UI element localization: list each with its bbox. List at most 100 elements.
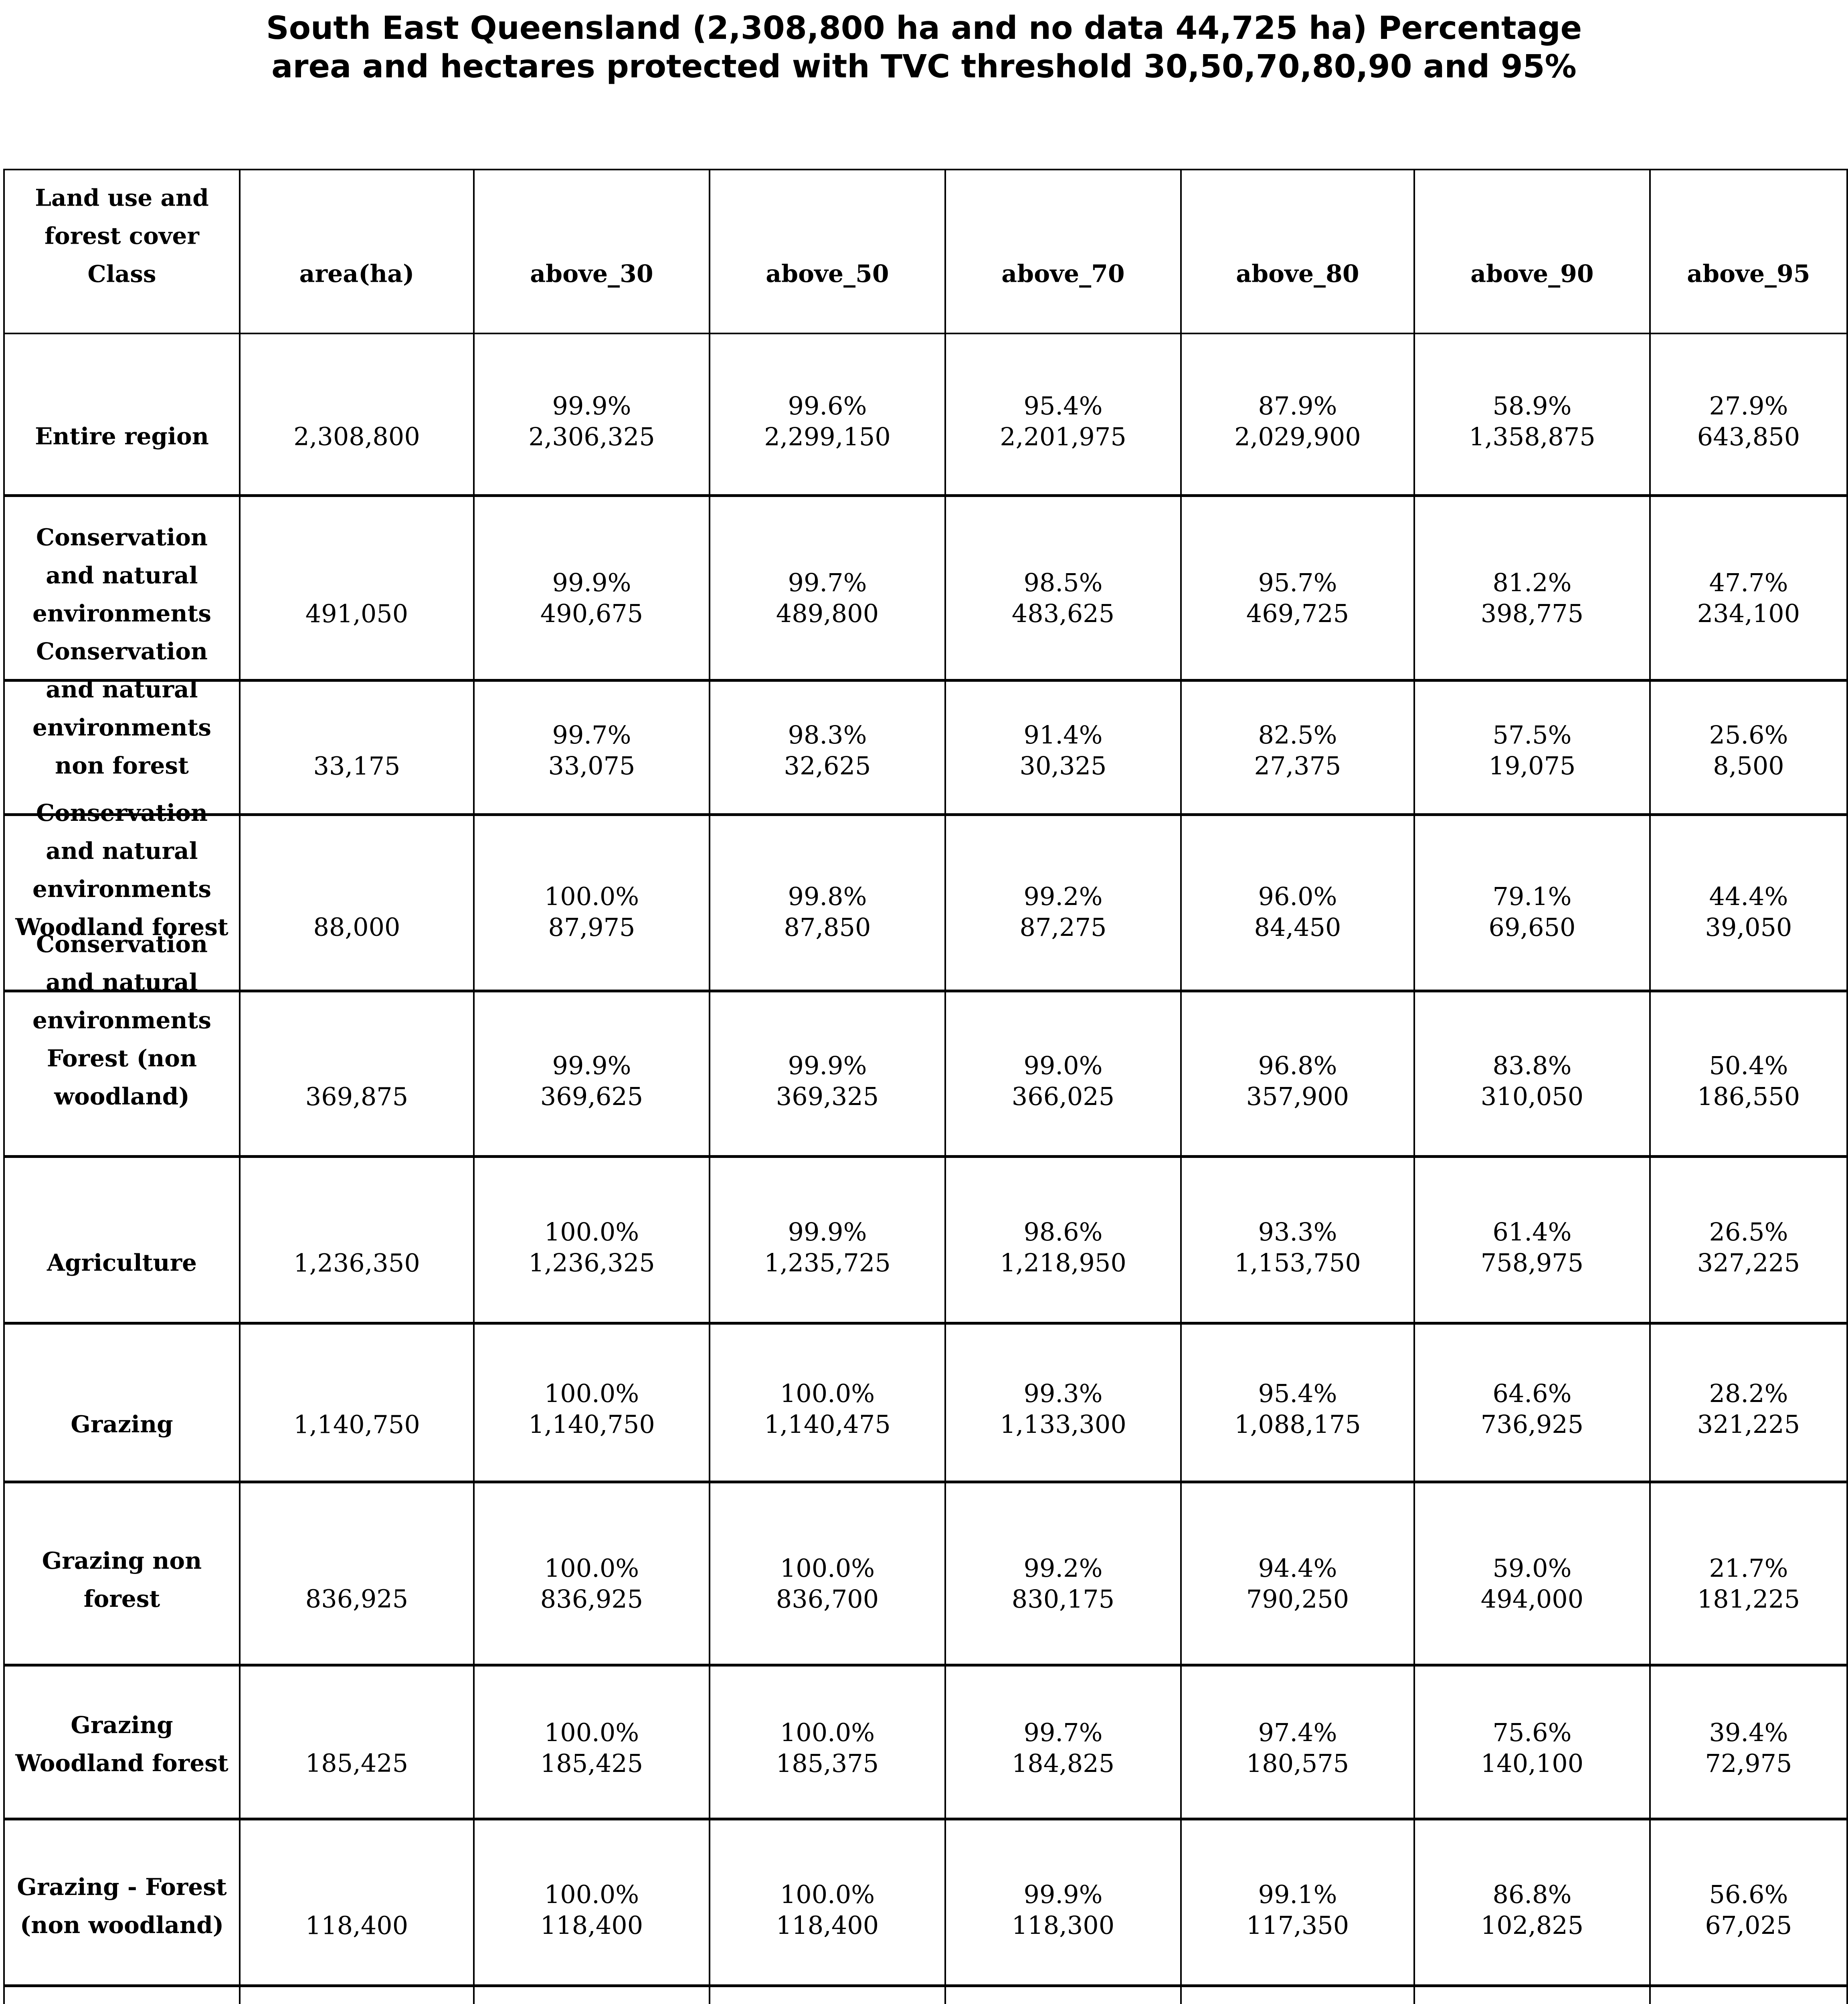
hectares-value: 483,625	[1011, 599, 1115, 628]
hectares-value: 186,550	[1697, 1082, 1800, 1111]
percent-value: 81.2%	[1492, 568, 1572, 598]
threshold-cell: 44.4% 39,050	[1649, 816, 1846, 990]
threshold-values: 99.7% 489,800	[715, 567, 940, 629]
row-label-cell: Grazing - Forest (non woodland)	[5, 1820, 239, 1984]
threshold-values: 98.5% 483,625	[951, 567, 1176, 629]
threshold-values: 99.9% 118,300	[951, 1879, 1176, 1941]
threshold-values: 44.4% 39,050	[1655, 881, 1842, 943]
threshold-cell: 100.0% 185,375	[709, 1667, 944, 1818]
threshold-values: 100.0% 836,925	[479, 1553, 704, 1614]
threshold-values: 99.7% 33,075	[479, 719, 704, 781]
hectares-value: 1,358,875	[1469, 422, 1595, 451]
hectares-value: 118,400	[776, 1911, 879, 1940]
hectares-value: 490,675	[540, 599, 643, 628]
area-cell: 836,925	[239, 1483, 473, 1664]
header-cell: above_95	[1649, 170, 1846, 333]
threshold-cell: 99.7% 33,075	[473, 682, 709, 813]
threshold-cell: 79.1% 69,650	[1413, 816, 1649, 990]
row-label-cell: Conservation and natural environments Fo…	[5, 930, 239, 1155]
header-text: above_80	[1236, 260, 1359, 288]
threshold-values: 99.2% 830,175	[951, 1553, 1176, 1614]
area-cell: 69,550	[239, 1987, 473, 2004]
percent-value: 99.9%	[788, 1051, 867, 1081]
threshold-values: 56.6% 67,025	[1655, 1879, 1842, 1941]
percent-value: 59.0%	[1492, 1553, 1572, 1583]
percent-value: 25.6%	[1709, 720, 1788, 750]
hectares-value: 494,000	[1480, 1584, 1584, 1614]
area-value: 118,400	[305, 1911, 408, 1940]
area-cell: 369,875	[239, 992, 473, 1155]
threshold-cell: 100.0% 118,400	[709, 1820, 944, 1984]
hectares-value: 830,175	[1011, 1584, 1115, 1614]
table-row: Grazing - Forest (non woodland) 118,400 10…	[5, 1818, 1846, 1984]
row-label-cell: Agriculture	[5, 1158, 239, 1322]
hectares-value: 1,140,750	[528, 1410, 655, 1439]
hectares-value: 369,625	[540, 1082, 643, 1111]
area-cell: 118,400	[239, 1820, 473, 1984]
percent-value: 97.4%	[1258, 1717, 1337, 1747]
hectares-value: 117,350	[1246, 1911, 1349, 1940]
percent-value: 28.2%	[1709, 1379, 1788, 1408]
threshold-values: 50.4% 186,550	[1655, 1050, 1842, 1112]
hectares-value: 39,050	[1705, 912, 1792, 942]
header-text: above_50	[766, 260, 889, 288]
threshold-cell: 81.2% 398,775	[1413, 497, 1649, 679]
area-value: 88,000	[313, 912, 400, 942]
threshold-values: 57.5% 19,075	[1420, 719, 1645, 781]
row-label-cell: Grazing non forest	[5, 1483, 239, 1664]
threshold-values: 82.5% 27,375	[1187, 719, 1409, 781]
percent-value: 56.6%	[1709, 1880, 1788, 1909]
row-label: Entire region	[35, 422, 209, 450]
header-cell: above_30	[473, 170, 709, 333]
threshold-values: 99.6% 2,299,150	[715, 390, 940, 452]
percent-value: 99.7%	[552, 720, 631, 750]
threshold-values: 26.5% 327,225	[1655, 1216, 1842, 1278]
hectares-value: 1,236,325	[528, 1248, 655, 1278]
threshold-cell: 25.6% 8,500	[1649, 682, 1846, 813]
threshold-cell: 98.6% 1,218,950	[944, 1158, 1180, 1322]
threshold-values: 97.4% 180,575	[1187, 1717, 1409, 1779]
threshold-values: 79.1% 69,650	[1420, 881, 1645, 943]
threshold-values: 94.4% 790,250	[1187, 1553, 1409, 1614]
percent-value: 39.4%	[1709, 1717, 1788, 1747]
threshold-values: 47.7% 234,100	[1655, 567, 1842, 629]
area-value: 2,308,800	[293, 422, 420, 451]
threshold-values: 100.0% 1,236,325	[479, 1216, 704, 1278]
hectares-value: 1,140,475	[764, 1410, 891, 1439]
hectares-value: 87,975	[548, 912, 635, 942]
hectares-value: 321,225	[1697, 1410, 1800, 1439]
percent-value: 57.5%	[1492, 720, 1572, 750]
threshold-cell: 26.5% 327,225	[1649, 1158, 1846, 1322]
area-value: 33,175	[313, 751, 400, 781]
row-label: Grazing	[71, 1410, 173, 1438]
threshold-cell: 61.4% 758,975	[1413, 1158, 1649, 1322]
threshold-values: 100.0% 185,425	[479, 1717, 704, 1779]
threshold-values: 95.4% 2,201,975	[951, 390, 1176, 452]
threshold-cell: 22.5%15,675	[1413, 1987, 1649, 2004]
threshold-cell: 82.5% 27,375	[1180, 682, 1413, 813]
threshold-cell: 100.0% 87,975	[473, 816, 709, 990]
area-cell: 33,175	[239, 682, 473, 813]
percent-value: 99.9%	[788, 1217, 867, 1247]
threshold-values: 100.0% 185,375	[715, 1717, 940, 1779]
table-row: Grazing non forest 836,925 100.0% 836,925 10…	[5, 1481, 1846, 1664]
hectares-value: 2,201,975	[1000, 422, 1126, 451]
threshold-cell: 96.8% 357,900	[1180, 992, 1413, 1155]
percent-value: 99.8%	[788, 881, 867, 911]
threshold-cell: 99.2% 87,275	[944, 816, 1180, 990]
hectares-value: 1,218,950	[1000, 1248, 1126, 1278]
percent-value: 95.4%	[1023, 391, 1103, 420]
hectares-value: 489,800	[776, 599, 879, 628]
threshold-cell: 98.3% 32,625	[709, 682, 944, 813]
percent-value: 82.5%	[1258, 720, 1337, 750]
header-cell: above_80	[1180, 170, 1413, 333]
percent-value: 26.5%	[1709, 1217, 1788, 1247]
threshold-cell: 94.4% 790,250	[1180, 1483, 1413, 1664]
threshold-values: 83.8% 310,050	[1420, 1050, 1645, 1112]
threshold-cell: 6.4%4,475	[1649, 1987, 1846, 2004]
threshold-cell: 91.4% 30,325	[944, 682, 1180, 813]
hectares-value: 181,225	[1697, 1584, 1800, 1614]
threshold-values: 58.9% 1,358,875	[1420, 390, 1645, 452]
percent-value: 79.1%	[1492, 881, 1572, 911]
threshold-cell: 99.2% 830,175	[944, 1483, 1180, 1664]
